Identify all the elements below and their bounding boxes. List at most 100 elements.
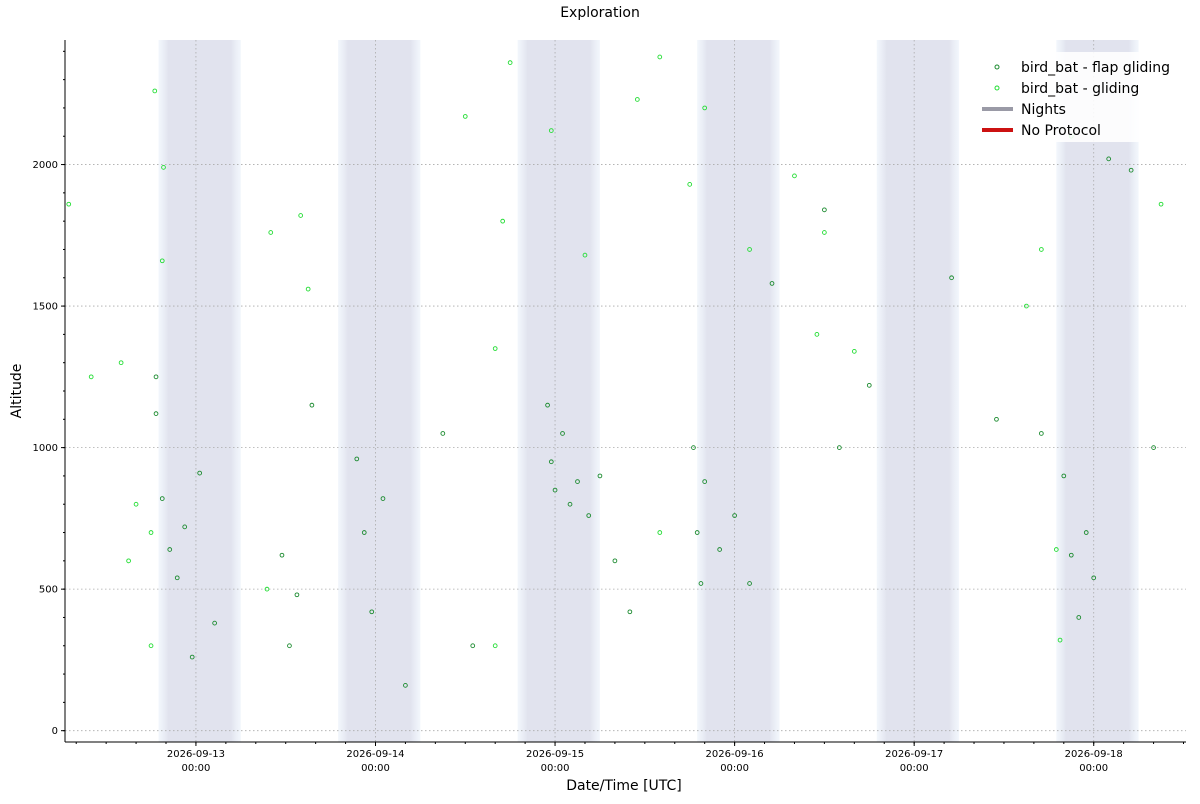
data-point [548, 459, 554, 465]
data-point [814, 332, 820, 337]
data-point [118, 360, 124, 366]
data-point [470, 643, 476, 649]
legend-label: No Protocol [1021, 123, 1101, 139]
data-point [949, 275, 954, 281]
x-axis-title: Date/Time [UTC] [566, 778, 682, 794]
data-point [1106, 156, 1112, 162]
data-point [657, 54, 663, 60]
data-point [380, 496, 386, 501]
data-point [747, 247, 752, 252]
data-point [1151, 445, 1156, 450]
data-point [354, 456, 360, 462]
y-tick-label: 1500 [33, 302, 58, 313]
data-point [159, 258, 165, 264]
data-point [545, 402, 550, 408]
data-point [268, 230, 274, 235]
legend-label: bird_bat - flap gliding [1021, 60, 1170, 76]
data-point [361, 530, 367, 535]
data-point [822, 230, 827, 235]
data-point [174, 575, 180, 581]
data-point [1076, 615, 1082, 620]
data-point [792, 173, 797, 179]
data-point [197, 470, 203, 476]
data-point [657, 530, 663, 535]
data-point [1083, 530, 1089, 535]
night-band [158, 40, 241, 742]
data-point [159, 496, 165, 501]
data-point [264, 586, 270, 592]
x-tick-label: 2026-09-13 [167, 749, 225, 760]
data-point [627, 609, 633, 615]
data-point [305, 286, 311, 292]
legend-marker [994, 85, 1000, 91]
data-point [153, 374, 159, 380]
data-point [369, 609, 375, 615]
data-point [167, 547, 173, 552]
data-point [691, 445, 696, 450]
data-point [152, 88, 158, 94]
data-point [1068, 552, 1074, 558]
data-point [866, 382, 872, 388]
y-tick-label: 1000 [33, 443, 58, 454]
y-tick-label: 0 [52, 726, 58, 737]
data-point [560, 431, 565, 436]
data-point [148, 530, 154, 535]
data-point [148, 643, 154, 649]
data-point [1061, 473, 1067, 479]
data-point [575, 479, 580, 484]
data-point [548, 128, 554, 133]
x-tick-label: 2026-09-16 [706, 749, 764, 760]
data-point [747, 581, 752, 586]
grid-layer [65, 40, 1186, 742]
data-point [586, 513, 592, 518]
y-tick-labels: 0 500 1000 1500 2000 [33, 50, 65, 737]
night-band [1056, 40, 1139, 742]
x-tick-label: 00:00 [1079, 763, 1108, 774]
data-point [702, 105, 708, 111]
data-point [462, 114, 468, 119]
night-band [517, 40, 600, 742]
x-tick-label: 00:00 [720, 763, 749, 774]
nights-layer [158, 40, 1139, 742]
y-tick-label: 500 [39, 585, 58, 596]
data-point [698, 581, 704, 586]
data-point [212, 620, 217, 626]
x-tick-labels: 2026-09-13 00:00 2026-09-14 00:00 2026-09-15… [75, 742, 1185, 774]
y-tick-label: 2000 [33, 160, 58, 171]
data-point [837, 445, 842, 450]
data-point [1057, 637, 1063, 643]
data-point [1053, 547, 1059, 552]
x-tick-label: 2026-09-17 [885, 749, 943, 760]
data-point [492, 643, 498, 649]
data-point [732, 513, 737, 518]
x-tick-label: 00:00 [900, 763, 929, 774]
data-point [126, 558, 131, 564]
night-band [697, 40, 780, 742]
data-point [717, 547, 722, 552]
data-point [403, 683, 408, 688]
data-point [182, 524, 188, 530]
data-point [189, 654, 195, 660]
data-point [287, 643, 292, 649]
night-band [876, 40, 960, 742]
data-point [687, 182, 693, 187]
y-axis-title: Altitude [9, 364, 25, 419]
data-point [88, 374, 94, 380]
legend: bird_bat - flap gliding bird_bat - glidin… [975, 52, 1170, 142]
data-point [634, 97, 640, 102]
data-point [440, 431, 446, 436]
data-point [597, 473, 603, 479]
data-point [702, 479, 708, 484]
x-tick-label: 2026-09-15 [526, 749, 584, 760]
data-point [133, 501, 139, 507]
data-point [153, 411, 159, 416]
points-layer [66, 54, 1164, 688]
legend-marker [994, 64, 1000, 70]
x-tick-label: 2026-09-18 [1065, 749, 1123, 760]
x-tick-label: 00:00 [541, 763, 570, 774]
data-point [279, 552, 285, 558]
night-band [338, 40, 421, 742]
data-point [552, 487, 558, 493]
